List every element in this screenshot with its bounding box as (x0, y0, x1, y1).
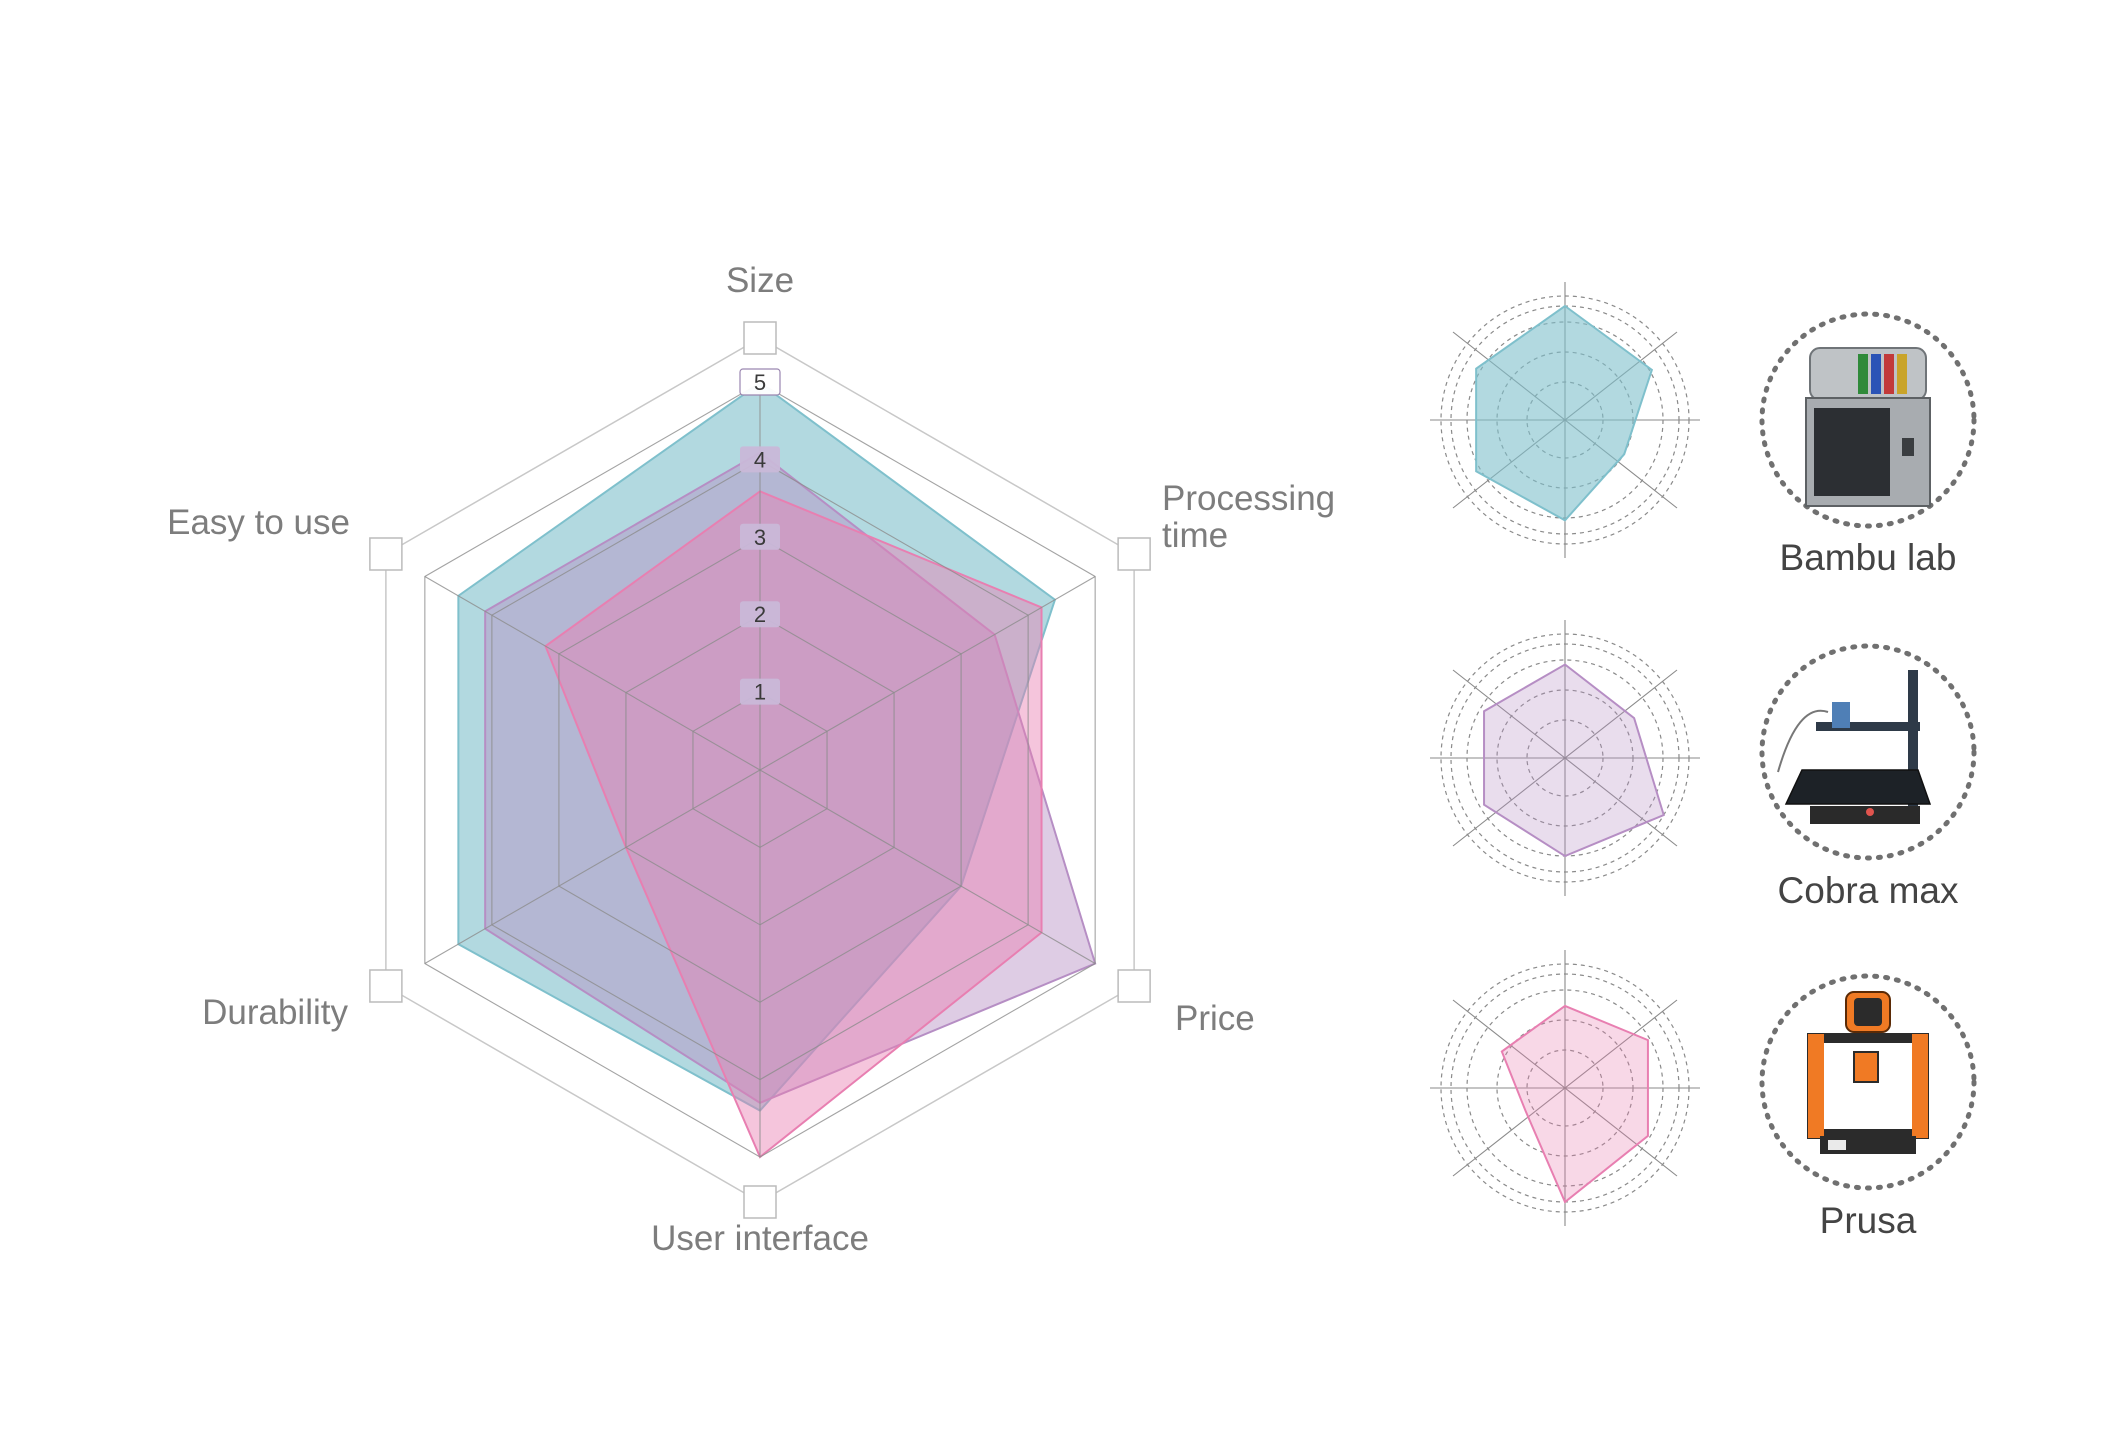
photo-dotted-frame (1759, 643, 1977, 861)
axis-label-price: Price (1175, 999, 1255, 1038)
mini-series-area-cobra-max (1483, 663, 1665, 858)
axis-spoke (759, 769, 1096, 964)
printer-photos: Bambu lab Cobra max Prusa (1759, 311, 1977, 1241)
tick-badge (740, 678, 780, 705)
tick-badge (740, 523, 780, 550)
axis-vertex-marker (743, 1185, 777, 1219)
axis-vertex-marker (1117, 537, 1151, 571)
mini-axis-line (1452, 669, 1678, 847)
tick-badge (739, 368, 781, 396)
axis-spoke (759, 576, 1096, 771)
cobra-max-printer-icon (1759, 643, 1977, 861)
mini-series-area-prusa (1500, 1004, 1649, 1204)
mini-radar-prusa (1430, 950, 1700, 1226)
prusa-printer-icon (1759, 973, 1977, 1191)
legend-label-cobra-max: Cobra max (1778, 870, 1959, 911)
axis-vertex-marker (743, 321, 777, 355)
axis-spoke (424, 769, 761, 964)
tick-badge (740, 601, 780, 628)
axis-label-processing-time: Processing time (1162, 479, 1335, 555)
axis-vertex-marker (1117, 969, 1151, 1003)
tick-label-1: 1 (754, 680, 766, 705)
tick-label-5: 5 (754, 370, 766, 395)
mini-series-area-bambu-lab (1475, 304, 1654, 522)
axis-spoke (424, 576, 761, 771)
mini-radar-bambu-lab (1430, 282, 1700, 558)
tick-label-3: 3 (754, 525, 766, 550)
legend-label-bambu-lab: Bambu lab (1780, 537, 1957, 578)
tick-label-4: 4 (754, 447, 766, 472)
axis-label-easy-to-use: Easy to use (167, 503, 350, 542)
bambu-lab-printer-icon (1759, 311, 1977, 529)
axis-label-size: Size (726, 261, 794, 300)
tick-badge (740, 446, 780, 473)
axis-label-durability: Durability (202, 993, 348, 1032)
axis-vertex-marker (369, 537, 403, 571)
mini-axis-line (1452, 999, 1678, 1177)
mini-radar-cobra-max (1430, 620, 1700, 896)
tick-label-2: 2 (754, 602, 766, 627)
mini-radar-charts (1430, 282, 1700, 1226)
axis-vertex-marker (369, 969, 403, 1003)
legend-label-prusa: Prusa (1820, 1200, 1917, 1241)
axis-label-user-interface: User interface (651, 1219, 869, 1258)
main-radar-chart: 1 2 3 4 5 Size Processing time Price User interfa… (167, 261, 1335, 1258)
